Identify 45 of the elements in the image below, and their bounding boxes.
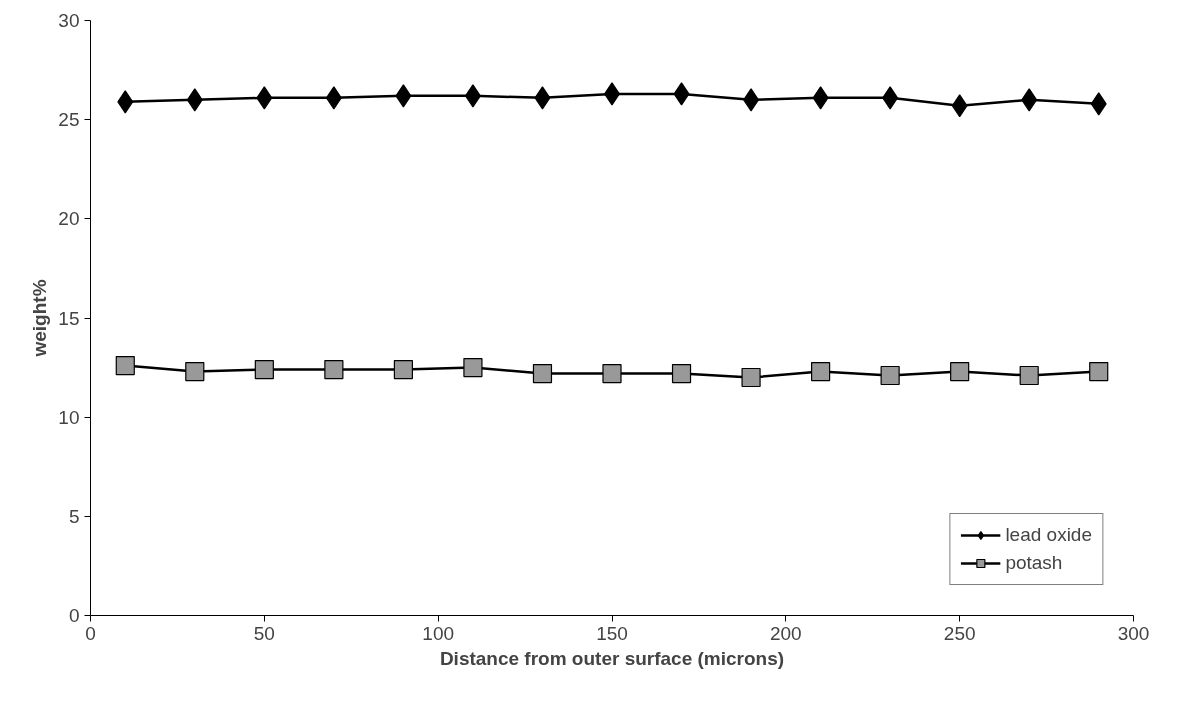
point <box>117 90 134 114</box>
point <box>1090 92 1107 116</box>
point <box>880 365 900 386</box>
point <box>812 86 829 110</box>
point <box>951 94 968 118</box>
x-tick-label: 200 <box>769 622 802 644</box>
y-tick-label: 10 <box>58 406 80 428</box>
point <box>671 363 692 384</box>
x-tick-label: 150 <box>596 622 628 644</box>
point <box>950 361 970 382</box>
y-tick-label: 25 <box>58 109 80 131</box>
point <box>811 361 831 382</box>
x-tick-label: 0 <box>85 622 96 644</box>
x-tick-label: 250 <box>943 622 976 644</box>
x-tick-label: 300 <box>1117 622 1150 644</box>
legend-label: lead oxide <box>1005 524 1092 546</box>
x-axis-title: Distance from outer surface (microns) <box>439 647 785 669</box>
point <box>395 84 412 108</box>
point <box>532 363 553 384</box>
point <box>254 359 274 380</box>
point <box>1019 365 1039 386</box>
point <box>186 88 203 112</box>
point <box>882 86 899 110</box>
x-tick-label: 50 <box>253 622 275 644</box>
point <box>463 357 483 378</box>
y-tick-label: 0 <box>68 605 80 626</box>
y-axis-title: weight% <box>29 279 51 358</box>
point <box>393 359 413 380</box>
point <box>256 86 273 110</box>
point <box>185 361 205 382</box>
point <box>324 359 344 380</box>
point <box>741 367 761 388</box>
y-tick-label: 5 <box>68 505 80 527</box>
point <box>1021 88 1038 112</box>
point <box>602 363 622 384</box>
y-tick-label: 15 <box>58 307 80 329</box>
point <box>325 86 342 110</box>
legend-label: potash <box>1005 552 1063 574</box>
point <box>534 86 551 110</box>
y-tick-label: 20 <box>58 208 80 230</box>
point <box>673 82 690 106</box>
y-tick-label: 30 <box>58 10 80 31</box>
point <box>115 356 135 376</box>
point <box>1089 361 1109 382</box>
x-tick-label: 100 <box>422 622 455 644</box>
